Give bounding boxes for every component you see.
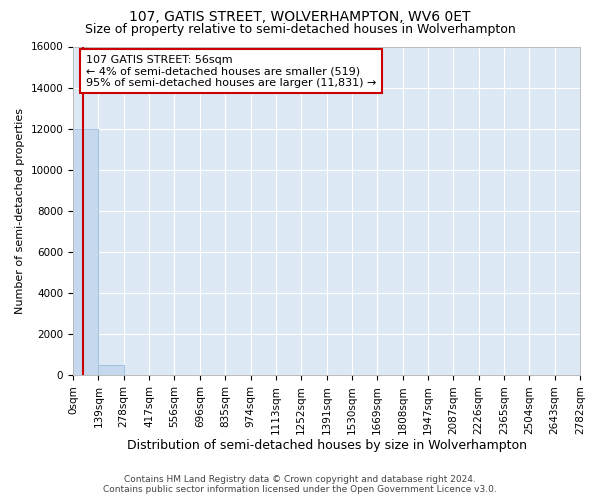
Bar	[98, 365, 124, 376]
Text: 107 GATIS STREET: 56sqm
← 4% of semi-detached houses are smaller (519)
95% of se: 107 GATIS STREET: 56sqm ← 4% of semi-det…	[86, 54, 376, 88]
Text: Size of property relative to semi-detached houses in Wolverhampton: Size of property relative to semi-detach…	[85, 22, 515, 36]
X-axis label: Distribution of semi-detached houses by size in Wolverhampton: Distribution of semi-detached houses by …	[127, 440, 527, 452]
Text: 107, GATIS STREET, WOLVERHAMPTON, WV6 0ET: 107, GATIS STREET, WOLVERHAMPTON, WV6 0E…	[129, 10, 471, 24]
Y-axis label: Number of semi-detached properties: Number of semi-detached properties	[15, 108, 25, 314]
Bar	[73, 128, 98, 376]
Text: Contains HM Land Registry data © Crown copyright and database right 2024.
Contai: Contains HM Land Registry data © Crown c…	[103, 474, 497, 494]
